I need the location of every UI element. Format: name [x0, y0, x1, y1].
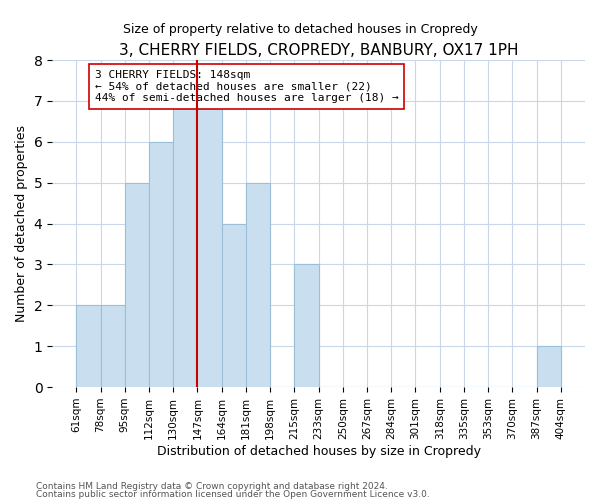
- Bar: [76, 306, 101, 387]
- Bar: [149, 142, 173, 387]
- Bar: [125, 182, 149, 387]
- Bar: [197, 101, 221, 387]
- Bar: [295, 264, 319, 387]
- Text: 3 CHERRY FIELDS: 148sqm
← 54% of detached houses are smaller (22)
44% of semi-de: 3 CHERRY FIELDS: 148sqm ← 54% of detache…: [95, 70, 398, 103]
- Bar: [246, 182, 270, 387]
- Bar: [221, 224, 246, 387]
- Text: Size of property relative to detached houses in Cropredy: Size of property relative to detached ho…: [122, 22, 478, 36]
- X-axis label: Distribution of detached houses by size in Cropredy: Distribution of detached houses by size …: [157, 444, 481, 458]
- Text: Contains public sector information licensed under the Open Government Licence v3: Contains public sector information licen…: [36, 490, 430, 499]
- Text: Contains HM Land Registry data © Crown copyright and database right 2024.: Contains HM Land Registry data © Crown c…: [36, 482, 388, 491]
- Y-axis label: Number of detached properties: Number of detached properties: [15, 125, 28, 322]
- Bar: [101, 306, 125, 387]
- Bar: [173, 101, 197, 387]
- Bar: [536, 346, 561, 387]
- Title: 3, CHERRY FIELDS, CROPREDY, BANBURY, OX17 1PH: 3, CHERRY FIELDS, CROPREDY, BANBURY, OX1…: [119, 42, 518, 58]
